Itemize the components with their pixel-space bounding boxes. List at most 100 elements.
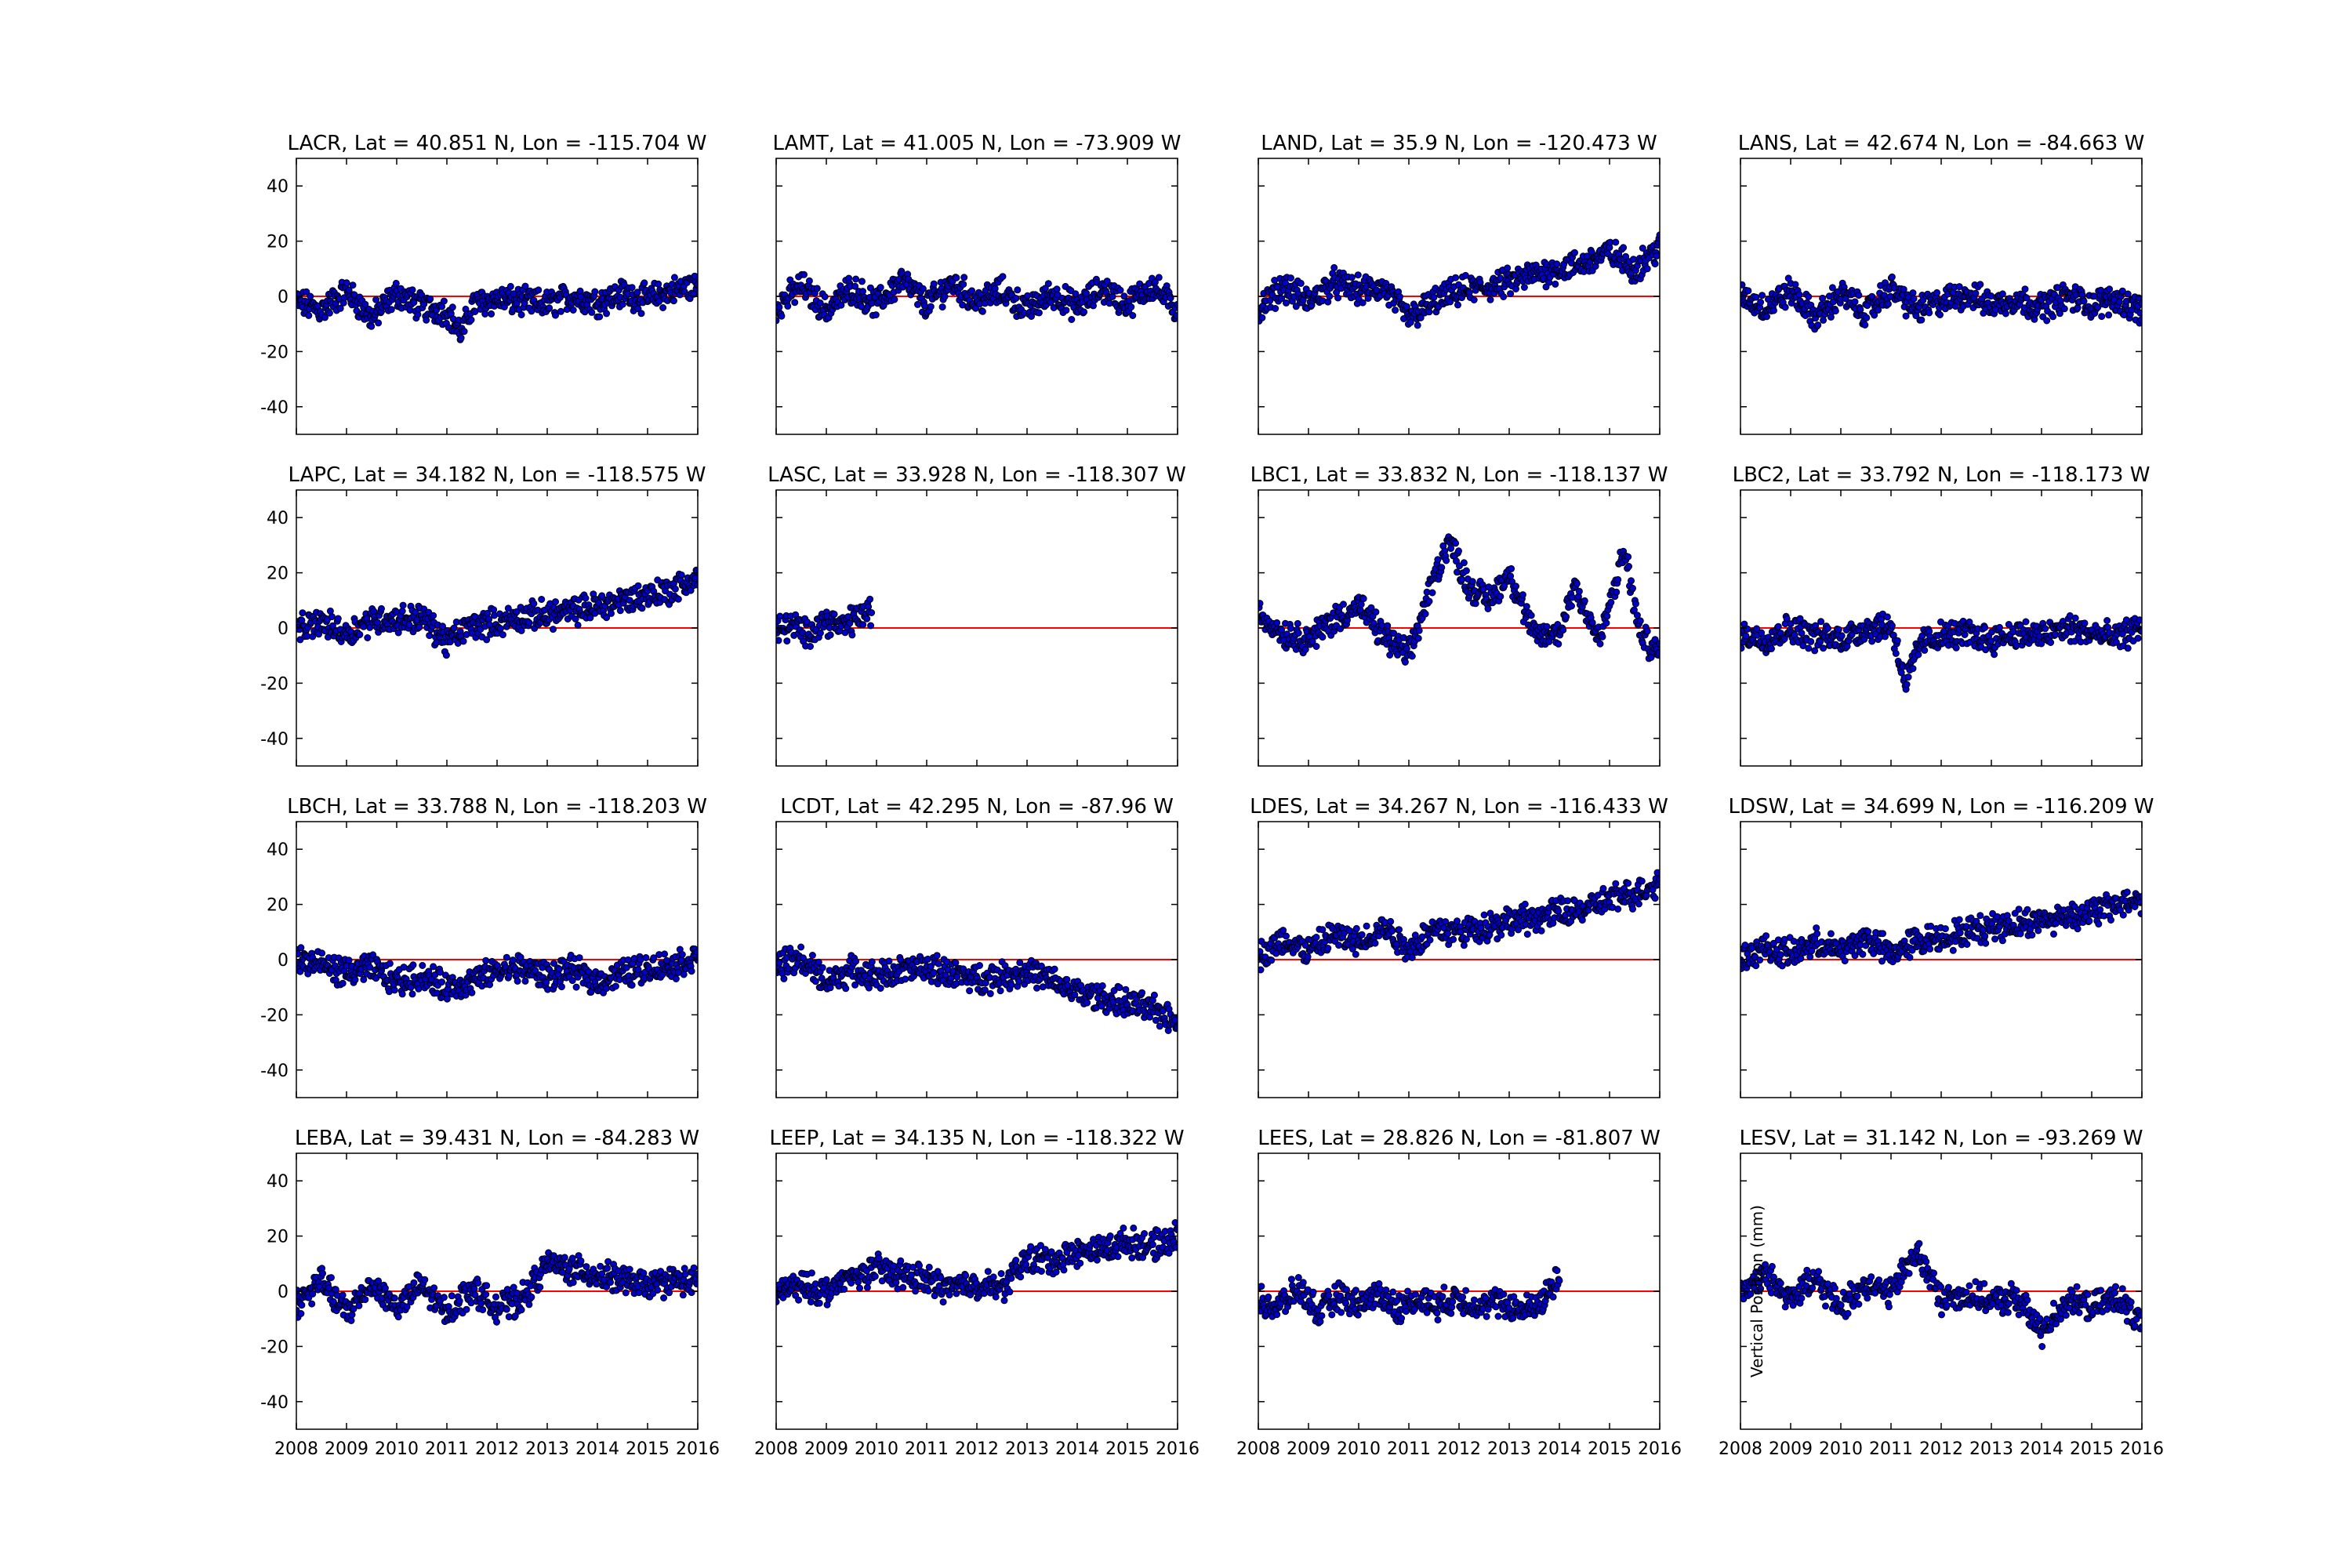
data-point	[430, 612, 437, 619]
panel-8: LBCH, Lat = 33.788 N, Lon = -118.203 W40…	[260, 795, 707, 1098]
data-point	[670, 274, 678, 281]
data-point	[557, 983, 565, 991]
data-point	[1613, 588, 1621, 596]
data-point	[784, 302, 792, 310]
data-point	[1902, 312, 1910, 320]
data-point	[318, 949, 326, 957]
data-point	[999, 273, 1007, 281]
data-point	[778, 312, 786, 320]
data-point	[460, 328, 468, 336]
scatter-cloud	[776, 267, 1178, 325]
data-point	[1563, 613, 1570, 621]
data-point	[1174, 300, 1178, 308]
data-point	[1120, 292, 1128, 300]
data-point	[2071, 614, 2079, 622]
data-point	[1486, 296, 1494, 303]
data-point	[1740, 281, 1746, 289]
data-point	[378, 604, 385, 612]
data-point	[1996, 623, 2003, 631]
data-point	[1757, 299, 1765, 306]
data-point	[976, 962, 983, 969]
data-point	[1287, 625, 1294, 632]
data-point	[776, 317, 780, 325]
data-point	[1769, 307, 1777, 314]
data-point	[1129, 312, 1137, 319]
data-point	[1287, 274, 1294, 282]
data-point	[1851, 298, 1859, 306]
data-point	[1452, 274, 1460, 281]
data-point	[914, 300, 921, 308]
data-point	[1417, 314, 1425, 321]
data-point	[2124, 290, 2132, 298]
data-point	[408, 990, 416, 998]
data-point	[1083, 289, 1091, 297]
data-point	[1814, 321, 1822, 329]
data-point	[1408, 652, 1416, 660]
data-point	[1041, 285, 1049, 292]
data-point	[1015, 978, 1023, 985]
data-point	[1653, 252, 1660, 260]
data-point	[661, 950, 669, 958]
data-point	[356, 630, 364, 638]
data-point	[628, 982, 636, 989]
data-point	[1740, 644, 1745, 652]
data-point	[305, 311, 313, 319]
data-point	[591, 288, 599, 296]
data-point	[2021, 285, 2029, 293]
data-point	[1555, 640, 1563, 648]
data-point	[572, 615, 579, 622]
data-point	[1868, 637, 1876, 645]
scatter-cloud	[1258, 231, 1660, 329]
data-point	[468, 989, 476, 996]
data-point	[409, 961, 417, 969]
data-point	[1334, 294, 1342, 302]
data-point	[1817, 638, 1824, 646]
data-point	[1354, 271, 1362, 279]
data-point	[821, 293, 829, 300]
data-point	[891, 296, 898, 303]
data-point	[1892, 649, 1900, 657]
data-point	[612, 982, 619, 990]
y-tick-label: 40	[267, 177, 289, 197]
data-point	[1921, 646, 1929, 654]
data-point	[616, 607, 624, 615]
data-point	[1807, 637, 1815, 645]
data-point	[1430, 293, 1438, 301]
data-point	[1909, 289, 1917, 297]
data-point	[440, 297, 448, 305]
data-point	[1620, 244, 1628, 252]
data-point	[1875, 306, 1882, 314]
data-point	[1888, 622, 1896, 630]
data-point	[960, 281, 967, 289]
data-point	[1599, 633, 1606, 641]
data-point	[2060, 305, 2068, 313]
data-point	[1972, 289, 1980, 297]
panel-title: LAPC, Lat = 34.182 N, Lon = -118.575 W	[289, 463, 706, 487]
data-point	[375, 319, 383, 327]
data-point	[1647, 654, 1655, 661]
data-point	[1428, 589, 1436, 597]
data-point	[848, 631, 856, 639]
data-point	[1952, 644, 1960, 652]
data-point	[307, 292, 314, 300]
y-tick-label: -40	[260, 398, 289, 418]
data-point	[398, 608, 406, 615]
data-point	[603, 985, 611, 993]
data-point	[1103, 278, 1111, 285]
data-point	[953, 274, 960, 281]
data-point	[387, 306, 395, 314]
data-point	[1820, 316, 1828, 324]
data-point	[1798, 630, 1806, 637]
data-point	[582, 594, 590, 602]
data-point	[851, 981, 859, 989]
y-tick-label: 0	[278, 951, 289, 971]
data-point	[525, 619, 533, 626]
data-point	[450, 624, 458, 632]
panel-title: LBC1, Lat = 33.832 N, Lon = -118.137 W	[1250, 463, 1668, 487]
data-point	[1425, 597, 1433, 605]
data-point	[1656, 231, 1660, 239]
data-point	[2136, 616, 2142, 624]
data-point	[1742, 632, 1750, 640]
data-point	[816, 299, 824, 307]
data-point	[1063, 975, 1071, 983]
